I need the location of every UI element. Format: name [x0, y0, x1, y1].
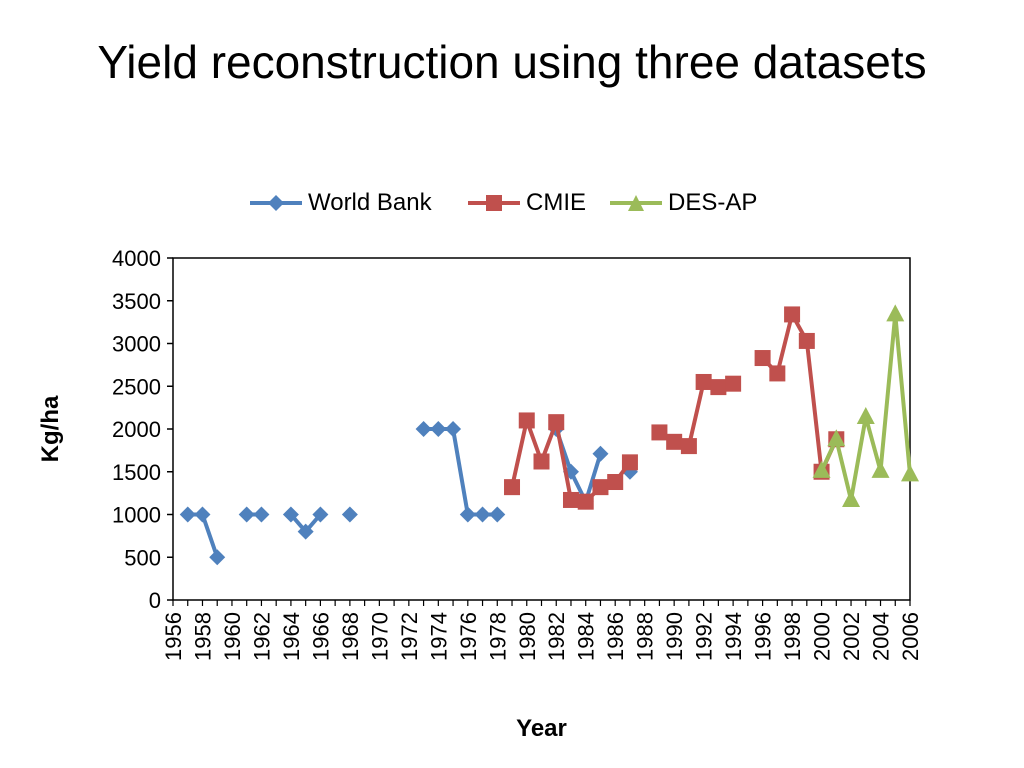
x-tick-label: 1964 [279, 612, 304, 661]
series-line-world-bank [421, 427, 500, 517]
y-tick-label: 4000 [112, 246, 161, 271]
x-tick-label: 1980 [515, 612, 540, 661]
x-axis-label: Year [516, 715, 567, 742]
x-tick-label: 1988 [633, 612, 658, 661]
y-tick-label: 3000 [112, 332, 161, 357]
data-point-world-bank [341, 506, 358, 523]
data-point-cmie [695, 373, 712, 390]
data-point-world-bank [238, 506, 255, 523]
data-point-world-bank [430, 421, 447, 437]
x-tick-label: 1996 [751, 612, 776, 661]
y-tick-label: 2000 [112, 417, 161, 442]
data-point-cmie [592, 479, 609, 496]
x-tick-label: 1990 [662, 612, 687, 661]
x-tick-label: 1992 [692, 612, 717, 661]
data-point-cmie [710, 379, 727, 396]
legend-swatch-cmie [468, 195, 520, 211]
data-point-world-bank [297, 523, 314, 540]
data-point-cmie [666, 433, 683, 450]
data-point-cmie [725, 375, 742, 392]
data-point-world-bank [253, 506, 270, 523]
x-tick-label: 1956 [161, 612, 186, 661]
legend-label-world-bank: World Bank [308, 189, 432, 216]
x-tick-label: 2000 [810, 612, 835, 661]
data-point-cmie [518, 412, 535, 429]
series-layer [179, 304, 919, 566]
data-point-des-ap [856, 407, 875, 425]
data-point-world-bank [312, 506, 329, 523]
legend-label-des-ap: DES-AP [668, 189, 758, 216]
x-tick-label: 1972 [397, 612, 422, 661]
data-point-cmie [798, 332, 815, 349]
x-tick-label: 1998 [780, 612, 805, 661]
data-point-world-bank [489, 506, 506, 523]
y-tick-label: 1500 [112, 460, 161, 485]
data-point-world-bank [415, 421, 432, 437]
data-point-world-bank [209, 549, 226, 566]
x-tick-label: 1958 [190, 612, 215, 661]
data-point-cmie [607, 474, 624, 491]
x-tick-label: 2006 [898, 612, 923, 661]
data-point-cmie [769, 365, 786, 382]
y-tick-label: 0 [149, 588, 161, 613]
data-point-world-bank [194, 506, 211, 523]
x-tick-label: 1982 [544, 612, 569, 661]
x-tick-label: 1962 [249, 612, 274, 661]
data-point-des-ap [842, 489, 861, 507]
x-tick-label: 1960 [220, 612, 245, 661]
data-point-des-ap [886, 304, 905, 322]
x-tick-label: 1986 [603, 612, 628, 661]
data-point-world-bank [445, 421, 462, 437]
x-tick-label: 1984 [574, 612, 599, 661]
data-point-world-bank [474, 506, 491, 523]
data-point-cmie [784, 306, 801, 323]
data-point-cmie [548, 414, 565, 431]
y-tick-label: 3500 [112, 289, 161, 314]
data-point-des-ap [901, 464, 919, 482]
data-point-world-bank [179, 506, 196, 523]
legend-item-cmie: CMIE [468, 186, 586, 220]
legend: World Bank CMIE DES-AP [0, 186, 1024, 220]
x-tick-label: 1978 [485, 612, 510, 661]
data-point-cmie [651, 424, 668, 441]
legend-label-cmie: CMIE [526, 189, 586, 216]
data-point-cmie [621, 454, 638, 471]
y-tick-label: 1000 [112, 503, 161, 528]
data-point-des-ap [871, 460, 890, 478]
data-point-cmie [754, 350, 771, 367]
data-point-des-ap [827, 429, 846, 447]
x-tick-label: 1966 [308, 612, 333, 661]
data-point-des-ap [812, 460, 831, 478]
data-point-cmie [533, 453, 550, 470]
x-tick-label: 1994 [721, 612, 746, 661]
chart-title: Yield reconstruction using three dataset… [97, 36, 927, 88]
x-tick-label: 2002 [839, 612, 864, 661]
data-point-cmie [577, 493, 594, 510]
axes: 0 500 1000 1500 2000 2500 3000 3500 4000 1956 1958… [112, 246, 923, 661]
data-point-world-bank [282, 506, 299, 523]
data-point-cmie [562, 491, 579, 508]
y-axis-label: Kg/ha [37, 395, 64, 462]
x-tick-label: 2004 [869, 612, 894, 661]
legend-item-des-ap: DES-AP [610, 186, 757, 220]
data-point-cmie [504, 479, 521, 496]
x-tick-label: 1968 [338, 612, 363, 661]
legend-swatch-world-bank [250, 195, 302, 211]
legend-swatch-des-ap [610, 195, 662, 211]
data-point-world-bank [459, 506, 476, 523]
data-point-world-bank [592, 445, 609, 462]
x-tick-label: 1976 [456, 612, 481, 661]
y-tick-label: 2500 [112, 374, 161, 399]
x-tick-label: 1974 [426, 612, 451, 661]
legend-item-world-bank: World Bank [250, 186, 432, 220]
data-point-cmie [680, 438, 697, 455]
y-tick-label: 500 [124, 545, 161, 570]
x-tick-label: 1970 [367, 612, 392, 661]
